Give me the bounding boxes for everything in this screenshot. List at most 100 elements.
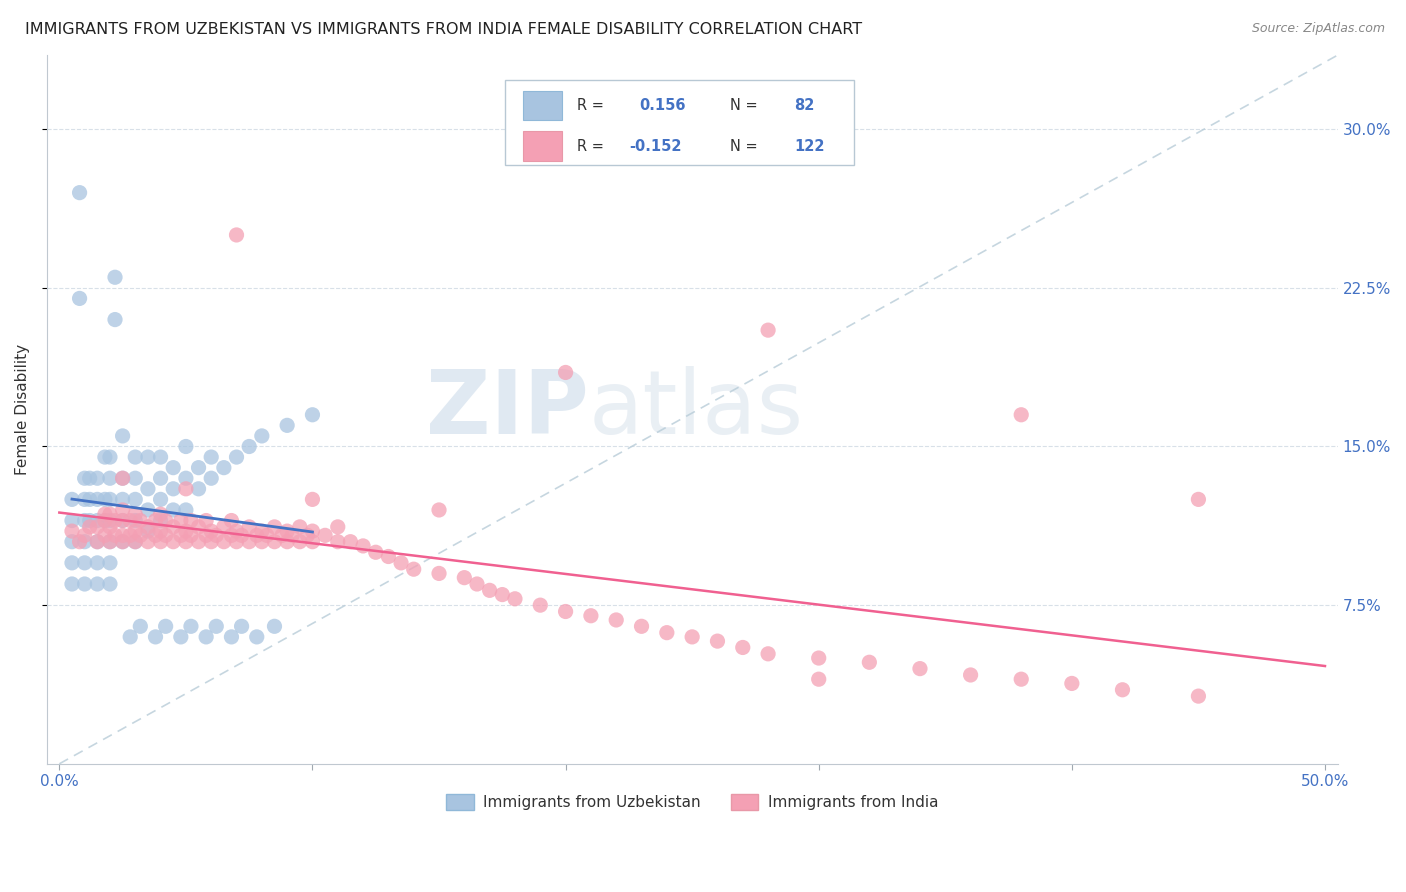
- Point: [86, 577, 108, 591]
- Point: [69, 292, 91, 306]
- Point: [86, 520, 108, 534]
- Point: [187, 460, 209, 475]
- Point: [170, 630, 193, 644]
- Point: [60, 524, 83, 538]
- Point: [276, 524, 298, 538]
- Point: [579, 608, 602, 623]
- Point: [79, 520, 101, 534]
- Point: [301, 524, 323, 538]
- Text: R =: R =: [578, 139, 609, 153]
- Point: [288, 534, 311, 549]
- Point: [630, 619, 652, 633]
- Point: [111, 503, 134, 517]
- FancyBboxPatch shape: [523, 91, 562, 120]
- Point: [301, 534, 323, 549]
- Point: [221, 630, 243, 644]
- Point: [554, 366, 576, 380]
- Point: [155, 528, 177, 542]
- Point: [238, 520, 260, 534]
- Point: [73, 577, 96, 591]
- Point: [195, 630, 218, 644]
- Point: [170, 528, 193, 542]
- Point: [111, 534, 134, 549]
- FancyBboxPatch shape: [523, 131, 562, 161]
- Point: [756, 647, 779, 661]
- Point: [180, 514, 202, 528]
- Point: [136, 524, 159, 538]
- Point: [225, 227, 247, 242]
- Text: 82: 82: [794, 98, 814, 113]
- Text: atlas: atlas: [589, 366, 804, 453]
- Point: [94, 507, 117, 521]
- Point: [225, 524, 247, 538]
- Point: [98, 492, 121, 507]
- Point: [98, 534, 121, 549]
- Point: [170, 514, 193, 528]
- Point: [858, 655, 880, 669]
- Point: [111, 514, 134, 528]
- Point: [250, 534, 273, 549]
- Point: [111, 492, 134, 507]
- Point: [98, 534, 121, 549]
- Point: [98, 450, 121, 464]
- Point: [98, 471, 121, 485]
- Point: [136, 520, 159, 534]
- Point: [136, 482, 159, 496]
- Point: [238, 440, 260, 454]
- Point: [86, 556, 108, 570]
- Point: [149, 534, 172, 549]
- Point: [149, 450, 172, 464]
- Point: [174, 440, 197, 454]
- Point: [326, 534, 349, 549]
- Point: [79, 471, 101, 485]
- Legend: Immigrants from Uzbekistan, Immigrants from India: Immigrants from Uzbekistan, Immigrants f…: [440, 788, 945, 816]
- Point: [200, 534, 222, 549]
- Point: [225, 450, 247, 464]
- Point: [124, 534, 146, 549]
- Point: [98, 507, 121, 521]
- Text: R =: R =: [578, 98, 609, 113]
- Point: [120, 528, 142, 542]
- Point: [111, 471, 134, 485]
- Point: [149, 514, 172, 528]
- Point: [73, 514, 96, 528]
- Point: [60, 556, 83, 570]
- Point: [98, 514, 121, 528]
- Point: [263, 534, 285, 549]
- Point: [86, 514, 108, 528]
- Point: [180, 528, 202, 542]
- Point: [124, 507, 146, 521]
- Point: [212, 534, 235, 549]
- Point: [124, 534, 146, 549]
- Point: [529, 598, 551, 612]
- Point: [60, 534, 83, 549]
- Point: [149, 507, 172, 521]
- Point: [301, 408, 323, 422]
- Point: [503, 591, 526, 606]
- Point: [73, 534, 96, 549]
- Point: [129, 514, 152, 528]
- FancyBboxPatch shape: [505, 80, 853, 165]
- Point: [111, 514, 134, 528]
- Point: [111, 534, 134, 549]
- Point: [145, 514, 167, 528]
- Point: [149, 492, 172, 507]
- Point: [104, 528, 127, 542]
- Point: [149, 471, 172, 485]
- Point: [136, 534, 159, 549]
- Point: [86, 534, 108, 549]
- Point: [111, 471, 134, 485]
- Point: [402, 562, 425, 576]
- Point: [314, 528, 336, 542]
- Point: [1187, 492, 1209, 507]
- Point: [427, 566, 450, 581]
- Point: [231, 528, 253, 542]
- Point: [250, 429, 273, 443]
- Point: [453, 571, 475, 585]
- Point: [73, 471, 96, 485]
- Point: [129, 528, 152, 542]
- Text: N =: N =: [730, 139, 762, 153]
- Point: [69, 186, 91, 200]
- Text: 0.156: 0.156: [640, 98, 686, 113]
- Point: [276, 534, 298, 549]
